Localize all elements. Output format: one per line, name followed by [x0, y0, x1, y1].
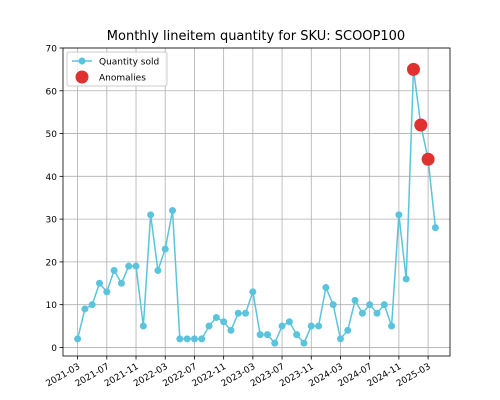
- point-marker: [307, 322, 315, 330]
- point-marker: [293, 331, 301, 339]
- point-marker: [103, 288, 111, 296]
- point-marker: [139, 322, 147, 330]
- point-marker: [242, 309, 250, 317]
- y-tick-label: 70: [46, 45, 58, 55]
- point-marker: [300, 339, 308, 347]
- point-marker: [351, 296, 359, 304]
- series-line: [76, 69, 437, 345]
- point-marker: [74, 335, 82, 343]
- point-marker: [190, 335, 198, 343]
- point-marker: [388, 322, 396, 330]
- point-marker: [358, 309, 366, 317]
- point-marker: [395, 211, 403, 219]
- point-marker: [263, 331, 271, 339]
- point-marker: [271, 339, 279, 347]
- point-marker: [212, 314, 220, 321]
- y-tick-label: 50: [46, 130, 58, 140]
- point-marker: [234, 309, 242, 317]
- y-tick-label: 0: [51, 344, 57, 354]
- point-marker: [147, 211, 155, 219]
- point-marker: [380, 301, 388, 309]
- legend-marker: [75, 70, 89, 84]
- point-marker: [249, 288, 257, 296]
- point-marker: [336, 335, 344, 343]
- point-marker: [256, 331, 264, 339]
- y-tick-label: 60: [46, 87, 58, 97]
- plot-frame: [62, 47, 451, 357]
- legend-label: Anomalies: [99, 74, 146, 84]
- point-marker: [88, 301, 96, 309]
- point-marker: [366, 301, 374, 309]
- point-marker: [329, 301, 337, 309]
- anomaly-marker: [421, 152, 435, 166]
- point-marker: [183, 335, 191, 343]
- legend-label: Quantity sold: [99, 58, 159, 68]
- point-marker: [96, 279, 104, 287]
- y-tick-label: 10: [46, 301, 58, 311]
- legend-marker: [78, 57, 86, 65]
- point-marker: [161, 245, 169, 253]
- point-marker: [110, 266, 118, 274]
- point-marker: [154, 266, 162, 274]
- point-marker: [220, 318, 228, 326]
- point-marker: [278, 322, 286, 330]
- point-marker: [431, 224, 439, 232]
- chart-title: Monthly lineitem quantity for SKU: SCOOP…: [107, 29, 405, 44]
- point-marker: [315, 322, 323, 330]
- point-marker: [132, 262, 140, 270]
- point-marker: [322, 284, 330, 292]
- point-marker: [117, 279, 125, 287]
- point-marker: [285, 318, 293, 326]
- anomaly-marker: [414, 118, 428, 132]
- point-marker: [169, 207, 177, 215]
- point-marker: [344, 326, 352, 334]
- y-tick-label: 20: [46, 258, 58, 268]
- point-marker: [402, 275, 410, 283]
- point-marker: [125, 262, 133, 270]
- point-marker: [198, 335, 206, 343]
- anomaly-marker: [406, 62, 420, 76]
- point-marker: [81, 305, 89, 313]
- point-marker: [373, 309, 381, 317]
- point-marker: [227, 326, 235, 334]
- point-marker: [205, 322, 213, 330]
- y-tick-label: 40: [46, 173, 58, 183]
- point-marker: [176, 335, 184, 343]
- y-tick-label: 30: [46, 216, 58, 226]
